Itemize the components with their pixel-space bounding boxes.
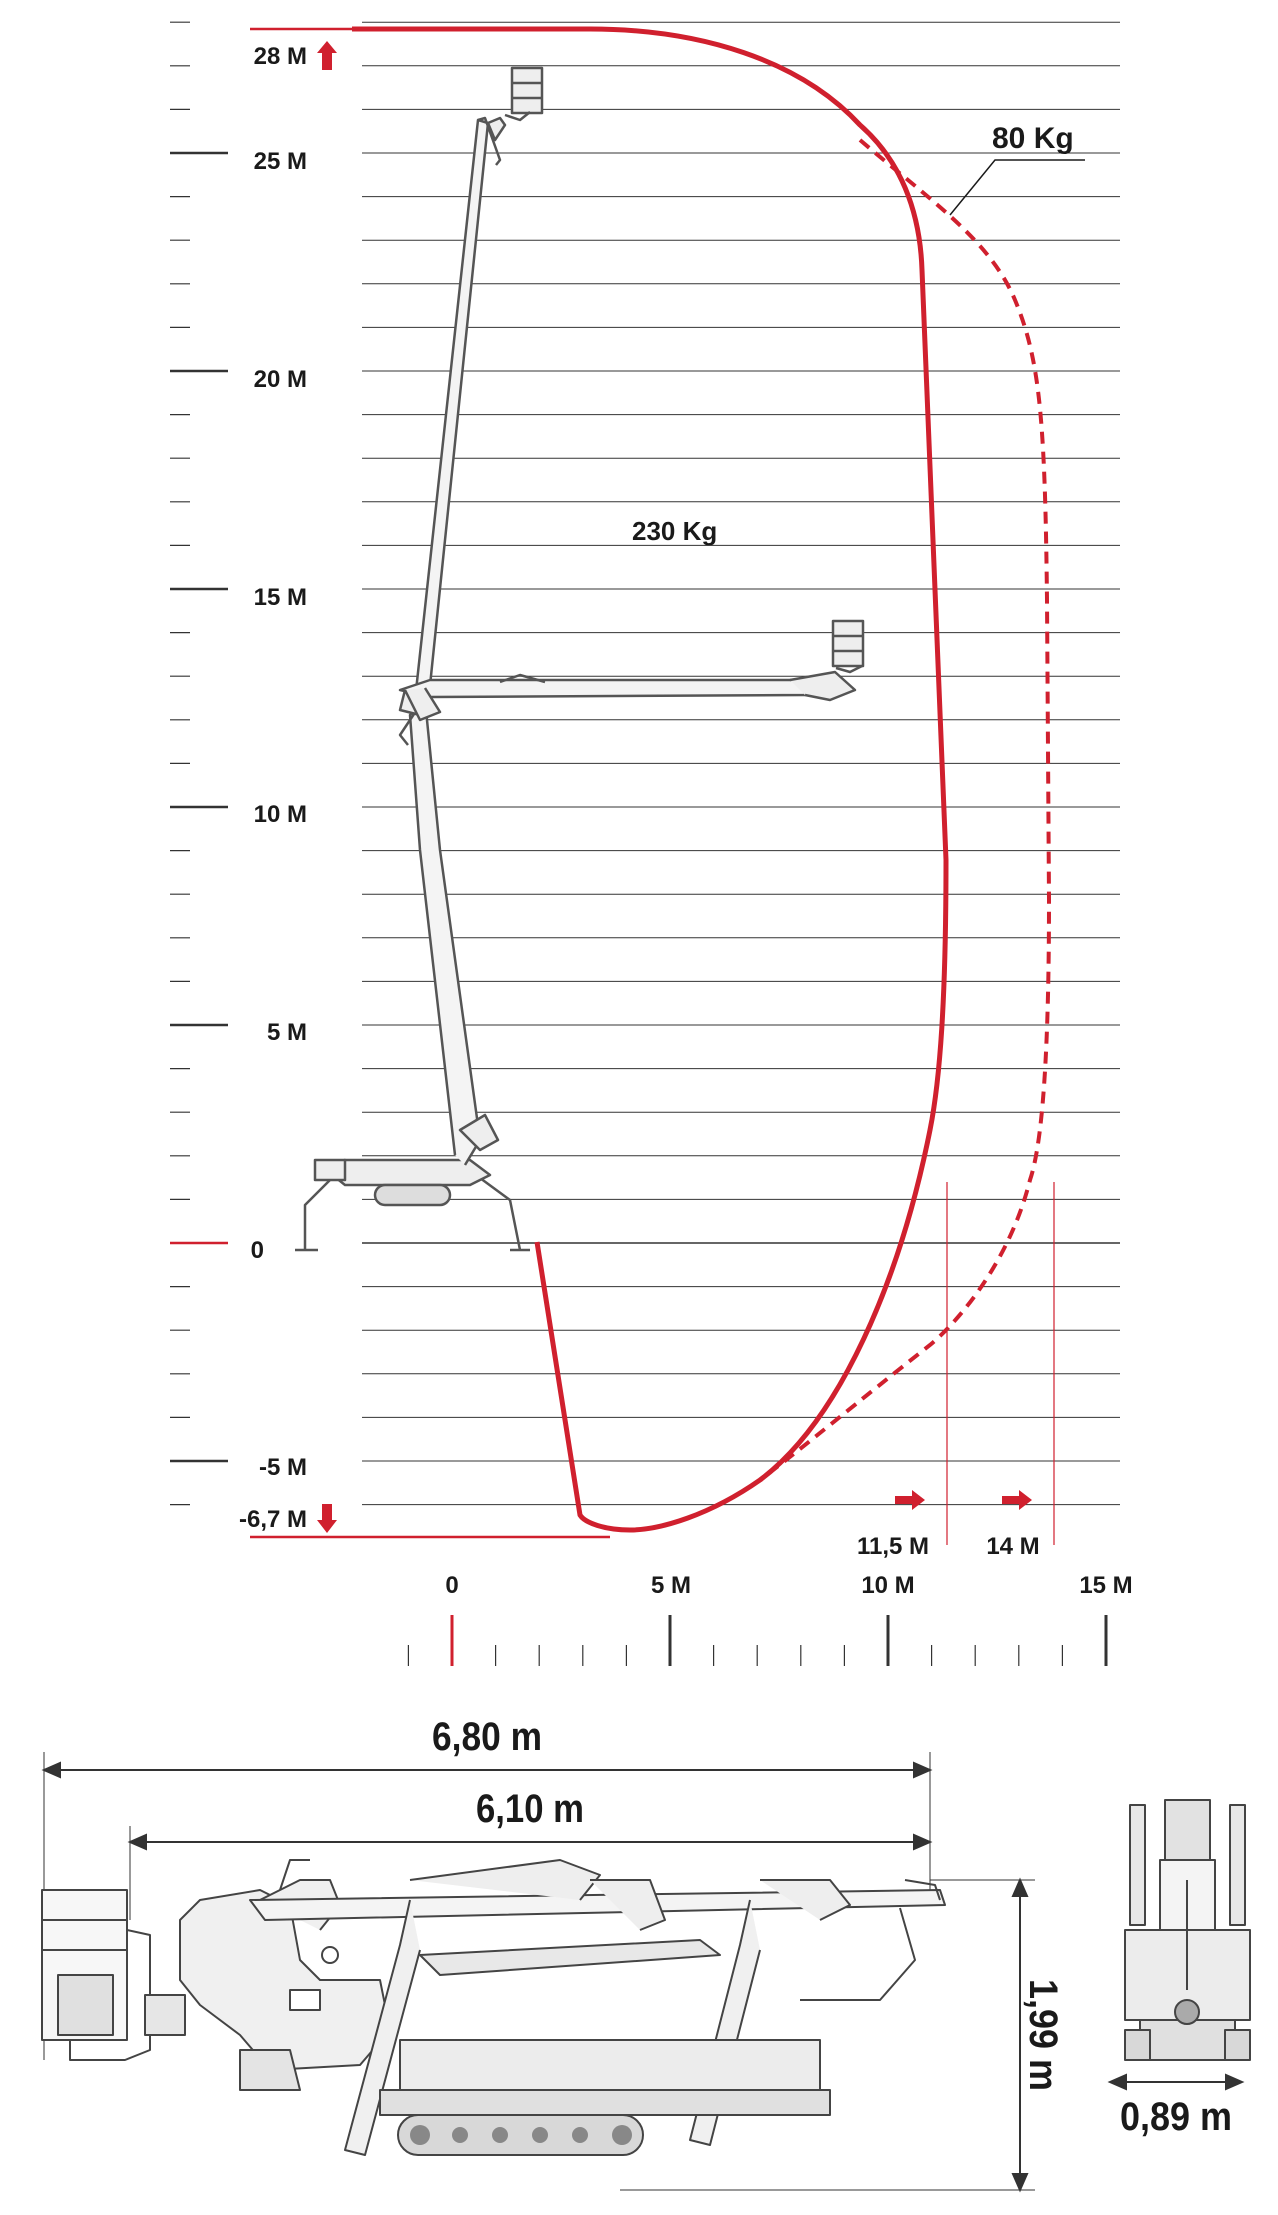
height-scale-labels: 28 M 25 M 20 M 15 M 10 M 5 M 0 -5 M -6,7… <box>239 41 337 1533</box>
reach-label-5: 5 M <box>651 1572 691 1599</box>
side-view-machine: 6,80 m 6,10 m 1,99 m 0,89 m <box>41 1715 1245 2193</box>
front-view-machine <box>1124 1799 1251 2061</box>
dimension-lines <box>41 1752 1245 2193</box>
total-length-label: 6,80 m <box>432 1715 542 1759</box>
body-length-label: 6,10 m <box>476 1787 584 1831</box>
height-label-10: 10 M <box>254 801 307 828</box>
height-label-15: 15 M <box>254 584 307 611</box>
reach-axis-ticks <box>407 1615 1108 1666</box>
width-label: 0,89 m <box>1120 2095 1232 2139</box>
reach-label-15: 15 M <box>1079 1572 1132 1599</box>
height-label-0: 0 <box>251 1237 264 1264</box>
height-label-5: 5 M <box>267 1019 307 1046</box>
height-label-28: 28 M <box>254 43 307 70</box>
horizontal-reach-axis: 0 5 M 10 M 15 M <box>407 1572 1133 1666</box>
height-scale-ticks <box>170 21 228 1506</box>
height-grid-lines <box>362 21 1120 1506</box>
envelope-230kg-curve <box>352 26 949 1533</box>
load-80kg-leader <box>949 159 1085 216</box>
envelope-80kg-curve <box>758 138 1052 1482</box>
outreach-label-11-5: 11,5 M <box>857 1533 929 1560</box>
outreach-label-14: 14 M <box>986 1533 1039 1560</box>
working-envelope: 28 M 25 M 20 M 15 M 10 M 5 M 0 -5 M -6,7… <box>170 21 1133 1666</box>
load-80kg-label: 80 Kg <box>992 122 1074 155</box>
machine-working-position <box>295 66 865 1252</box>
height-label-25: 25 M <box>254 148 307 175</box>
max-height-up-arrow-icon <box>317 41 337 70</box>
reach-label-10: 10 M <box>861 1572 914 1599</box>
load-230kg-label: 230 Kg <box>632 516 717 546</box>
min-height-down-arrow-icon <box>317 1504 337 1533</box>
height-label-minus-5: -5 M <box>259 1454 307 1481</box>
outreach-11-5-arrow-icon <box>895 1490 925 1510</box>
height-label-minus-6-7: -6,7 M <box>239 1506 307 1533</box>
height-label: 1,99 m <box>1021 1979 1065 2091</box>
reach-label-0: 0 <box>445 1572 458 1599</box>
outreach-14-arrow-icon <box>1002 1490 1032 1510</box>
height-label-20: 20 M <box>254 366 307 393</box>
